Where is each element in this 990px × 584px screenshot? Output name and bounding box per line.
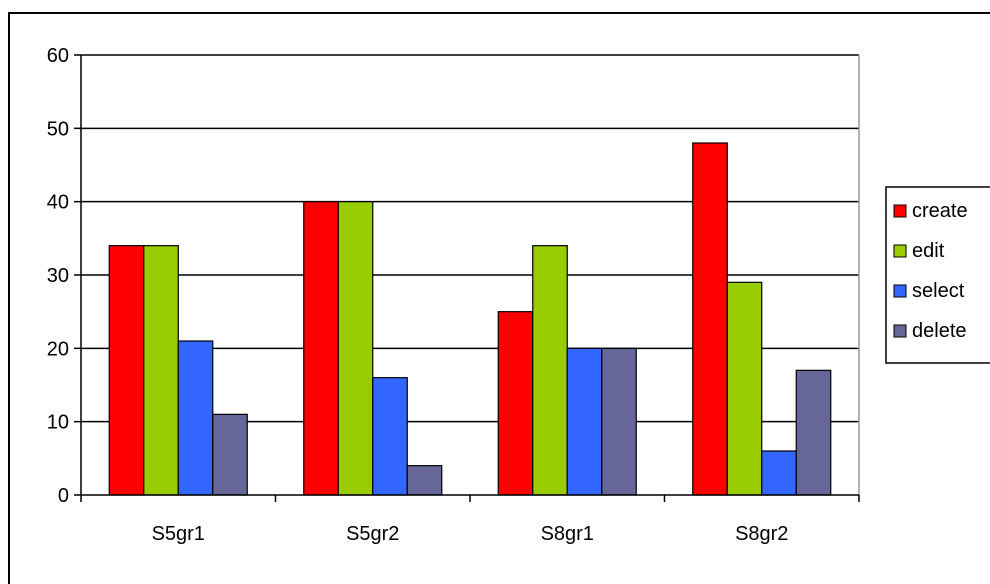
bar-edit-S5gr2 <box>337 201 374 496</box>
legend-swatch-delete <box>893 324 907 338</box>
bar-select-S5gr1 <box>177 340 214 496</box>
legend-label-edit: edit <box>912 240 945 262</box>
legend-label-select: select <box>912 280 965 302</box>
y-tick-label: 30 <box>47 265 69 287</box>
bar-edit-S8gr1 <box>532 245 568 496</box>
legend-swatch-select <box>893 284 907 298</box>
bar-create-S5gr2 <box>303 201 339 496</box>
bar-create-S8gr2 <box>692 142 728 496</box>
y-tick-label: 10 <box>47 412 69 434</box>
x-tick-label: S8gr1 <box>541 523 594 545</box>
x-tick-label: S5gr1 <box>152 523 205 545</box>
chart-frame <box>8 12 990 584</box>
legend-swatch-create <box>893 204 907 218</box>
y-tick-label: 0 <box>58 485 69 507</box>
bar-edit-S8gr2 <box>726 281 763 496</box>
y-tick-label: 40 <box>47 192 69 214</box>
axes: 0 10 20 30 40 50 60 S5gr1 S5gr2 S8gr1 S8gr2 <box>47 45 860 545</box>
bar-chart: 0 10 20 30 40 50 60 S5gr1 S5gr2 S8gr1 S8gr2 create… <box>47 45 990 545</box>
legend-label-create: create <box>912 200 968 222</box>
bar-select-S8gr1 <box>566 347 603 496</box>
legend-label-delete: delete <box>912 320 967 342</box>
y-tick-label: 20 <box>47 338 69 360</box>
bar-delete-S5gr2 <box>406 465 443 496</box>
legend: create edit select delete <box>885 186 990 364</box>
bar-select-S5gr2 <box>372 377 408 496</box>
bar-delete-S8gr1 <box>601 347 637 496</box>
x-tick-label: S5gr2 <box>346 523 399 545</box>
bar-delete-S5gr1 <box>212 413 248 496</box>
y-tick-label: 50 <box>47 118 69 140</box>
bars <box>108 142 832 496</box>
y-tick-label: 60 <box>47 45 69 67</box>
bar-edit-S5gr1 <box>143 245 179 496</box>
bar-create-S8gr1 <box>497 311 534 496</box>
bar-create-S5gr1 <box>108 245 145 496</box>
legend-swatch-edit <box>893 244 907 258</box>
bar-delete-S8gr2 <box>795 369 832 496</box>
x-tick-label: S8gr2 <box>735 523 788 545</box>
bar-select-S8gr2 <box>761 450 797 496</box>
